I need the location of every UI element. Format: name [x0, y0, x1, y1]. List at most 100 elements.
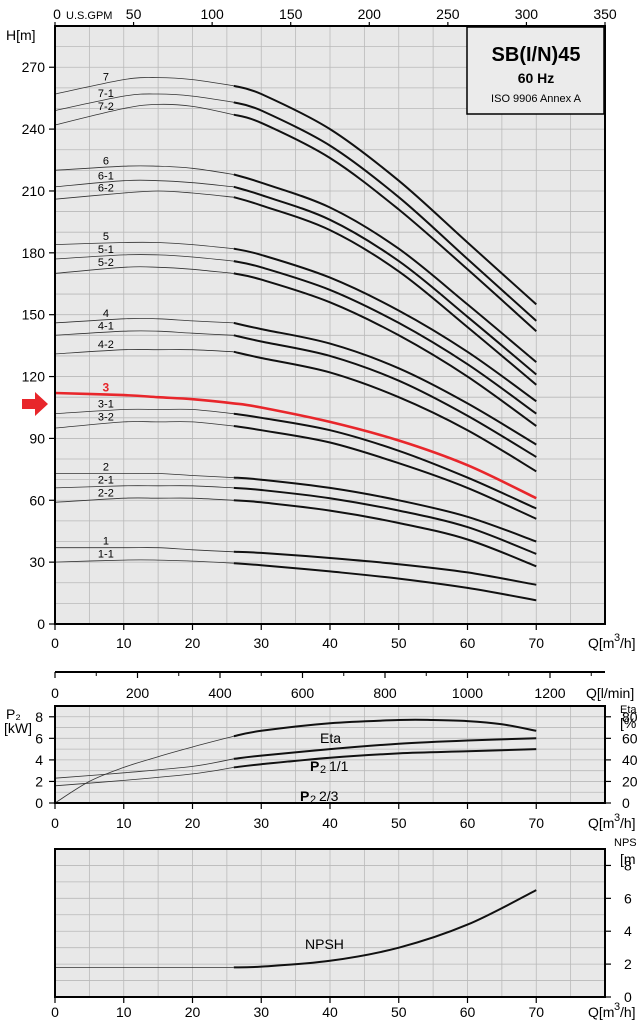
- head-curve-7: [233, 84, 537, 306]
- head-tick-60: 60: [29, 492, 45, 508]
- model-frequency: 60 Hz: [518, 70, 555, 86]
- head-curve-6: [233, 173, 537, 363]
- npsh-axis-label-line2: [m: [620, 851, 636, 867]
- eta-curve: [233, 718, 537, 738]
- model-standard: ISO 9906 Annex A: [491, 93, 582, 105]
- p2-two-thirds-curve-label: P 2 2/3: [300, 788, 339, 806]
- npsh-flow-tick-70: 70: [528, 1004, 544, 1020]
- svg-text:P: P: [300, 788, 309, 804]
- head-curve-label-7-1: 7-1: [98, 88, 114, 100]
- npsh-flow-tick-20: 20: [185, 1004, 201, 1020]
- head-curve-4-extended: [54, 318, 234, 324]
- head-curve-7-2-extended: [54, 103, 234, 126]
- head-curve-4-2-extended: [54, 349, 234, 355]
- flow-axis-label: Q[m 3 /h]: [588, 632, 636, 651]
- head-tick-150: 150: [22, 307, 46, 323]
- head-curve-4-2: [233, 350, 537, 473]
- head-tick-180: 180: [22, 245, 46, 261]
- head-curve-label-6: 6: [103, 155, 109, 167]
- svg-text:/h]: /h]: [620, 1004, 636, 1020]
- npsh-tick-0: 0: [624, 989, 632, 1005]
- head-curve-label-2-2: 2-2: [98, 487, 114, 499]
- power-flow-tick-70: 70: [528, 815, 544, 831]
- npsh-curve: [233, 889, 537, 969]
- head-curve-6-2-extended: [54, 190, 234, 200]
- power-flow-tick-20: 20: [185, 815, 201, 831]
- npsh-flow-tick-60: 60: [460, 1004, 476, 1020]
- power-tick-8: 8: [35, 709, 43, 725]
- svg-text:P: P: [310, 758, 319, 774]
- npsh-tick-6: 6: [624, 890, 632, 906]
- head-curve-5-1: [233, 260, 537, 415]
- power-tick-6: 6: [35, 730, 43, 746]
- eta-tick-40: 40: [622, 752, 637, 768]
- lmin-tick-1200: 1200: [534, 685, 565, 701]
- head-curve-label-5-2: 5-2: [98, 257, 114, 269]
- svg-text:Q[m: Q[m: [588, 635, 614, 651]
- lmin-tick-200: 200: [126, 685, 150, 701]
- gpm-tick-150: 150: [279, 6, 303, 22]
- svg-text:3: 3: [614, 812, 620, 824]
- head-curve-4-1: [233, 334, 537, 458]
- lmin-tick-400: 400: [208, 685, 232, 701]
- npsh-tick-8: 8: [624, 857, 632, 873]
- head-curve-2: [233, 476, 537, 543]
- gpm-tick-0: 0: [53, 6, 61, 22]
- svg-text:Q[m: Q[m: [588, 1004, 614, 1020]
- eta-tick-80: 80: [622, 709, 637, 725]
- head-curve-label-2: 2: [103, 461, 109, 473]
- head-curve-5-1-extended: [54, 254, 234, 262]
- head-curve-2-2: [233, 499, 537, 568]
- power-axis-label-line1: P₂: [6, 706, 21, 722]
- head-curve-2-extended: [55, 472, 234, 478]
- head-curve-4: [233, 321, 537, 446]
- power-flow-tick-50: 50: [391, 815, 407, 831]
- head-axis-label: H[m]: [6, 27, 36, 43]
- power-tick-2: 2: [35, 773, 43, 789]
- head-curve-1-1: [233, 562, 537, 602]
- head-tick-30: 30: [29, 554, 45, 570]
- head-curve-label-1: 1: [103, 536, 109, 548]
- npsh-tick-4: 4: [624, 923, 632, 939]
- head-curve-5-2-extended: [54, 266, 234, 274]
- svg-text:3: 3: [614, 1001, 620, 1013]
- p2-full-curve: [233, 737, 537, 760]
- gpm-axis-label: U.S.GPM: [66, 10, 112, 22]
- npsh-flow-tick-40: 40: [322, 1004, 338, 1020]
- head-tick-90: 90: [29, 430, 45, 446]
- eta-tick-60: 60: [622, 730, 637, 746]
- power-tick-0: 0: [35, 795, 43, 811]
- head-curve-2-2-extended: [54, 497, 234, 503]
- head-curve-label-7-2: 7-2: [98, 101, 114, 113]
- model-title: SB(I/N)45: [492, 44, 581, 66]
- power-flow-tick-60: 60: [460, 815, 476, 831]
- head-curve-5-2: [233, 272, 537, 427]
- head-curve-label-3-2: 3-2: [98, 412, 114, 424]
- power-tick-4: 4: [35, 752, 43, 768]
- head-curve-5: [233, 247, 537, 403]
- head-curve-1-1-extended: [54, 559, 234, 564]
- svg-text:2/3: 2/3: [319, 788, 339, 804]
- model-info-box: SB(I/N)45 60 Hz ISO 9906 Annex A: [466, 26, 605, 115]
- eta-axis-label-line1: Eta: [620, 704, 637, 716]
- head-curve-label-5: 5: [103, 231, 109, 243]
- flow-tick-50: 50: [391, 635, 407, 651]
- head-curve-6-2: [233, 196, 537, 386]
- head-tick-240: 240: [22, 121, 46, 137]
- head-curve-2-1: [233, 486, 537, 555]
- head-curve-7-1-extended: [54, 93, 234, 111]
- svg-text:1/1: 1/1: [329, 758, 349, 774]
- lmin-axis-label: Q[l/min]: [586, 685, 634, 701]
- svg-text:2: 2: [320, 764, 326, 776]
- eta-axis-label-line2: [%: [620, 715, 636, 731]
- eta-tick-20: 20: [622, 773, 637, 789]
- head-curve-label-7: 7: [103, 71, 109, 83]
- flow-tick-30: 30: [253, 635, 269, 651]
- npsh-flow-tick-10: 10: [116, 1004, 132, 1020]
- head-curve-label-4-1: 4-1: [98, 320, 114, 332]
- head-curve-2-1-extended: [54, 485, 234, 489]
- power-axis-label-line2: [kW]: [4, 720, 32, 736]
- head-tick-120: 120: [22, 369, 46, 385]
- gpm-tick-250: 250: [436, 6, 460, 22]
